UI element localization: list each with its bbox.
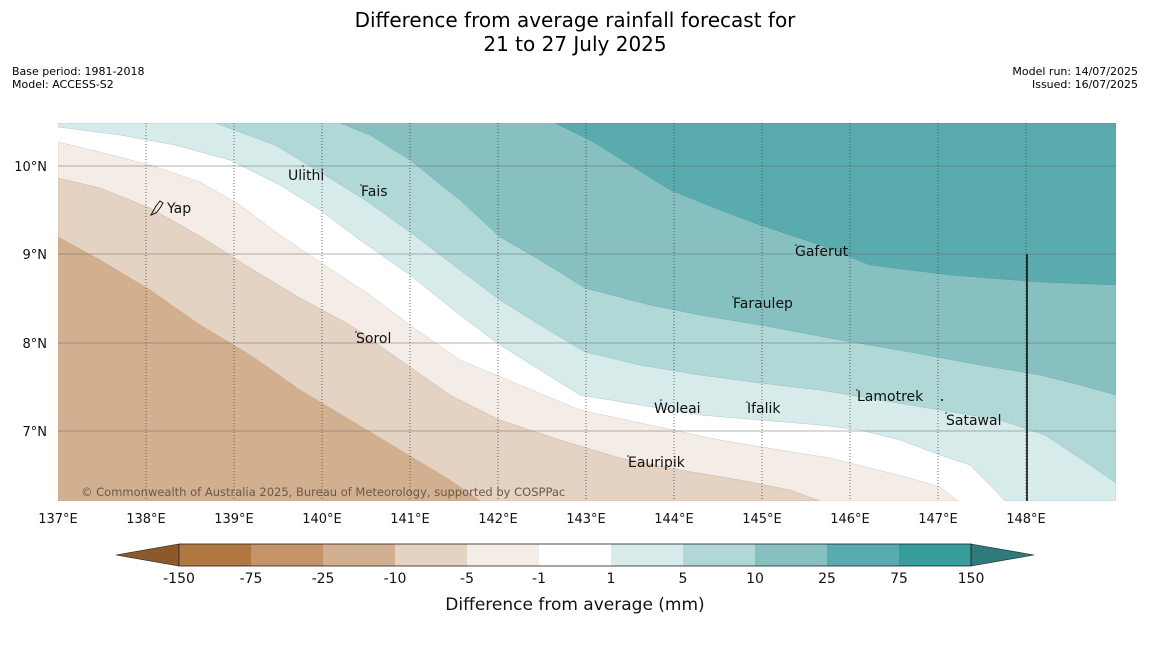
island-dot bbox=[355, 331, 357, 333]
colorbar-swatch bbox=[827, 544, 899, 566]
x-tick-label: 142°E bbox=[478, 512, 518, 527]
colorbar-label: -150 bbox=[163, 571, 195, 587]
label-lamotrek: Lamotrek bbox=[857, 389, 924, 405]
island-dot bbox=[360, 184, 362, 186]
colorbar-frame bbox=[178, 543, 972, 567]
colorbar-swatch bbox=[899, 544, 971, 566]
colorbar-swatch bbox=[323, 544, 395, 566]
y-tick-label: 7°N bbox=[23, 425, 48, 440]
colorbar-label: 1 bbox=[607, 571, 616, 587]
y-tick-label: 9°N bbox=[23, 248, 48, 263]
model-name: Model: ACCESS-S2 bbox=[12, 78, 114, 91]
colorbar-labels: -150 -75 -25 -10 -5 -1 1 5 10 25 75 150 bbox=[163, 571, 984, 587]
island-dot bbox=[856, 389, 858, 391]
x-tick-label: 141°E bbox=[390, 512, 430, 527]
label-ifalik: Ifalik bbox=[747, 401, 781, 417]
x-tick-label: 140°E bbox=[302, 512, 342, 527]
island-markers bbox=[149, 165, 947, 457]
island-dot bbox=[627, 455, 629, 457]
label-woleai: Woleai bbox=[654, 401, 701, 417]
label-sorol: Sorol bbox=[356, 331, 391, 347]
colorbar-extend-low bbox=[115, 543, 180, 567]
island-dot bbox=[746, 401, 748, 403]
island-dot bbox=[945, 412, 947, 414]
x-tick-label: 137°E bbox=[38, 512, 78, 527]
model-run: Model run: 14/07/2025 bbox=[1012, 65, 1138, 78]
x-tick-label: 146°E bbox=[830, 512, 870, 527]
colorbar bbox=[115, 543, 1035, 567]
island-dot bbox=[660, 399, 662, 401]
y-tick-labels: 7°N 8°N 9°N 10°N bbox=[14, 160, 47, 440]
colorbar-swatch bbox=[755, 544, 827, 566]
issued-date: Issued: 16/07/2025 bbox=[1031, 78, 1138, 91]
map-title: Difference from average rainfall forecas… bbox=[0, 8, 1150, 56]
x-tick-label: 138°E bbox=[126, 512, 166, 527]
place-labels: Ulithi Fais Yap Gaferut Faraulep Sorol W… bbox=[166, 168, 1001, 471]
colorbar-label: -5 bbox=[460, 571, 474, 587]
colorbar-label: 75 bbox=[890, 571, 908, 587]
colorbar-label: -25 bbox=[312, 571, 335, 587]
x-tick-label: 147°E bbox=[918, 512, 958, 527]
label-eauripik: Eauripik bbox=[628, 455, 686, 471]
colorbar-label: 5 bbox=[679, 571, 688, 587]
copyright-text: © Commonwealth of Australia 2025, Bureau… bbox=[81, 485, 565, 499]
island-dot bbox=[302, 165, 304, 167]
label-fais: Fais bbox=[361, 184, 388, 200]
colorbar-swatch bbox=[467, 544, 539, 566]
graticule bbox=[58, 123, 1116, 501]
y-tick-label: 10°N bbox=[14, 160, 47, 175]
x-tick-labels: 137°E 138°E 139°E 140°E 141°E 142°E 143°… bbox=[38, 512, 1046, 527]
title-line-2: 21 to 27 July 2025 bbox=[483, 32, 667, 56]
label-gaferut: Gaferut bbox=[795, 244, 849, 260]
band-25-to-75 bbox=[554, 123, 1116, 286]
label-yap: Yap bbox=[166, 201, 191, 217]
colorbar-swatch bbox=[683, 544, 755, 566]
colorbar-label: -75 bbox=[240, 571, 263, 587]
x-tick-label: 144°E bbox=[654, 512, 694, 527]
base-period: Base period: 1981-2018 bbox=[12, 65, 145, 78]
colorbar-swatch bbox=[179, 544, 251, 566]
band-dry-10 bbox=[58, 236, 481, 501]
label-ulithi: Ulithi bbox=[288, 168, 324, 184]
colorbar-label: 25 bbox=[818, 571, 836, 587]
colorbar-label: -10 bbox=[384, 571, 407, 587]
colorbar-label: 150 bbox=[958, 571, 985, 587]
label-faraulep: Faraulep bbox=[733, 296, 793, 312]
colorbar-title: Difference from average (mm) bbox=[445, 595, 704, 615]
label-satawal: Satawal bbox=[946, 413, 1001, 429]
island-dot bbox=[795, 244, 797, 246]
x-tick-label: 139°E bbox=[214, 512, 254, 527]
yap-outline bbox=[149, 200, 164, 216]
colorbar-extend-high bbox=[970, 543, 1035, 567]
meta-left: Base period: 1981-2018 Model: ACCESS-S2 bbox=[12, 65, 144, 91]
island-dot bbox=[732, 296, 734, 298]
rainfall-contours bbox=[58, 123, 1116, 501]
colorbar-swatch bbox=[611, 544, 683, 566]
x-tick-label: 143°E bbox=[566, 512, 606, 527]
colorbar-swatch bbox=[251, 544, 323, 566]
colorbar-swatch bbox=[539, 544, 611, 566]
colorbar-label: -1 bbox=[532, 571, 546, 587]
x-tick-label: 145°E bbox=[742, 512, 782, 527]
colorbar-label: 10 bbox=[746, 571, 764, 587]
title-line-1: Difference from average rainfall forecas… bbox=[354, 8, 796, 32]
island-dot bbox=[941, 399, 943, 401]
x-tick-label: 148°E bbox=[1006, 512, 1046, 527]
y-tick-label: 8°N bbox=[23, 337, 48, 352]
meta-right: Model run: 14/07/2025 Issued: 16/07/2025 bbox=[1012, 65, 1138, 91]
colorbar-swatch bbox=[395, 544, 467, 566]
